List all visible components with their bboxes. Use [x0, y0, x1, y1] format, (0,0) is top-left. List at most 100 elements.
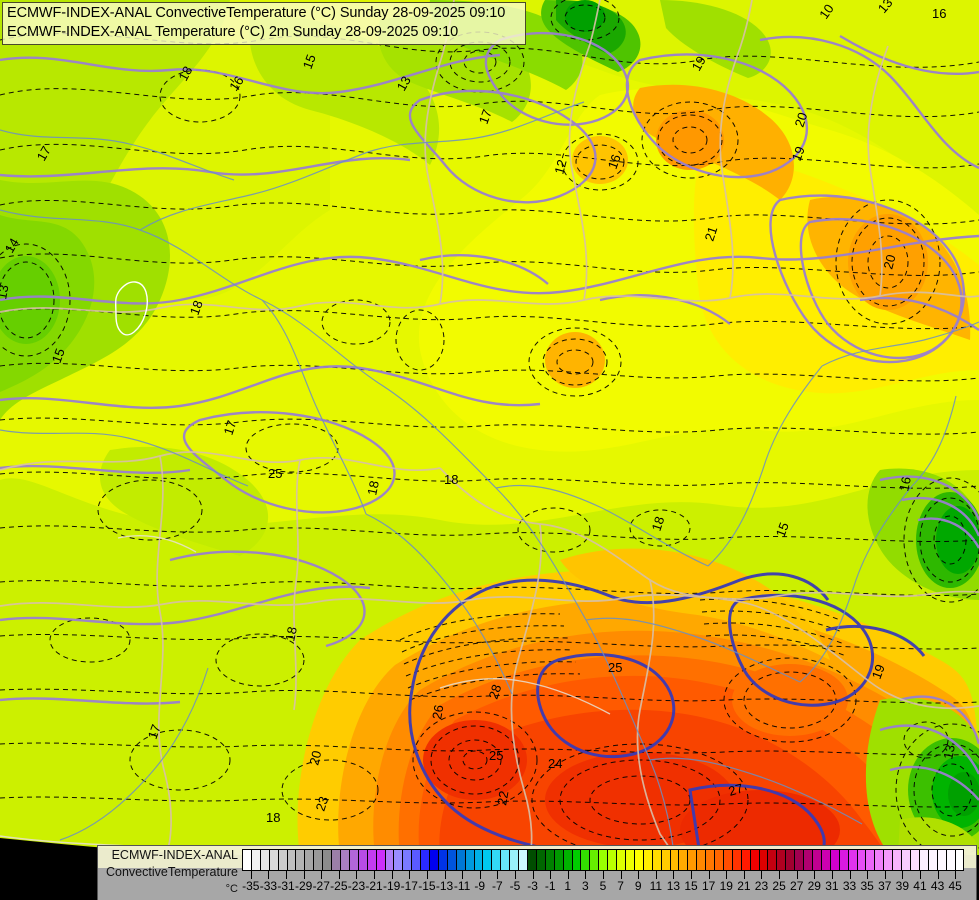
colorbar-tick [462, 871, 464, 879]
colorbar-cell [474, 850, 484, 870]
colorbar-cell [349, 850, 359, 870]
colorbar-cell [572, 850, 582, 870]
colorbar-tick [356, 871, 358, 879]
colorbar-tick-label: 29 [807, 879, 821, 893]
colorbar-tick [620, 871, 622, 879]
title-line-convective-temperature: ECMWF-INDEX-ANAL ConvectiveTemperature (… [7, 5, 506, 21]
svg-text:16: 16 [226, 73, 247, 93]
colorbar-cell [483, 850, 493, 870]
svg-text:13: 13 [394, 73, 414, 93]
colorbar-cell [412, 850, 422, 870]
colorbar-cell [608, 850, 618, 870]
colorbar-cell [385, 850, 395, 870]
svg-text:25: 25 [489, 748, 503, 763]
svg-text:15: 15 [300, 52, 319, 71]
colorbar[interactable] [242, 849, 964, 871]
colorbar-tick [902, 871, 904, 879]
colorbar-tick [603, 871, 604, 879]
colorbar-cell [804, 850, 813, 870]
svg-text:25: 25 [608, 660, 622, 675]
colorbar-tick [673, 871, 675, 879]
legend-units-label: °C [225, 883, 238, 895]
svg-text:18: 18 [649, 515, 668, 533]
svg-text:17: 17 [145, 722, 164, 741]
colorbar-cell [314, 850, 324, 870]
convective-temperature-contour-lines [0, 31, 979, 801]
colorbar-tick [708, 871, 710, 879]
svg-text:19: 19 [869, 662, 888, 681]
colorbar-tick [321, 871, 323, 879]
svg-text:13: 13 [940, 743, 958, 760]
colorbar-tick [444, 871, 446, 879]
colorbar-cell [332, 850, 341, 870]
colorbar-tick [779, 871, 781, 879]
colorbar-tick-label: 31 [825, 879, 839, 893]
colorbar-tick [831, 871, 833, 879]
colorbar-tick [743, 871, 745, 879]
colorbar-tick-labels: -35 -33 -31 -29 -27 -25 -23 -21 -19 -17 -15 -13 -11-… [242, 879, 964, 894]
colorbar-tick-label: -21 [365, 879, 383, 893]
svg-text:28: 28 [486, 683, 505, 701]
colorbar-tick-label: 25 [772, 879, 786, 893]
svg-text:26: 26 [429, 704, 446, 721]
colorbar-tick-label: 33 [842, 879, 857, 893]
colorbar-legend-panel: ECMWF-INDEX-ANAL ConvectiveTemperature °… [97, 845, 977, 900]
svg-text:21: 21 [702, 225, 721, 243]
svg-text:17: 17 [34, 143, 54, 163]
svg-text:14: 14 [2, 235, 22, 255]
colorbar-tick-label: 45 [948, 879, 962, 893]
colorbar-tick-label: -17 [400, 879, 418, 893]
colorbar-cell [430, 850, 439, 870]
colorbar-tick-label: 1 [564, 879, 572, 893]
colorbar-cell [590, 850, 600, 870]
colorbar-tick-label: -23 [347, 879, 366, 893]
svg-text:15: 15 [49, 346, 68, 365]
colorbar-tick-label: -33 [259, 879, 278, 893]
colorbar-tick-label: -11 [453, 879, 471, 893]
contour-label-group: 18 16 15 13 17 12 16 19 20 21 19 20 10 1… [0, 0, 958, 855]
svg-text:16: 16 [932, 6, 946, 21]
colorbar-tick-label: -1 [544, 879, 556, 893]
colorbar-tick-label: -19 [383, 879, 401, 893]
colorbar-cell [634, 850, 644, 870]
colorbar-cell [278, 850, 288, 870]
colorbar-cell [492, 850, 502, 870]
colorbar-cell [519, 850, 528, 870]
colorbar-tick-label: 9 [634, 879, 642, 893]
svg-text:18: 18 [282, 625, 300, 642]
colorbar-tick-label: 21 [737, 879, 751, 893]
colorbar-cell [857, 850, 867, 870]
colorbar-tick [391, 871, 393, 879]
colorbar-cell [732, 850, 742, 870]
colorbar-tick [585, 871, 587, 879]
colorbar-tick [814, 871, 816, 879]
svg-text:17: 17 [221, 419, 240, 437]
colorbar-tick-label: -29 [294, 879, 313, 893]
legend-label-block: ECMWF-INDEX-ANAL ConvectiveTemperature °… [102, 847, 238, 898]
colorbar-cell [545, 850, 555, 870]
colorbar-tick-label: 15 [684, 879, 698, 893]
colorbar-tick-label: 35 [860, 879, 874, 893]
colorbar-tick [726, 871, 728, 879]
colorbar-cell [456, 850, 466, 870]
colorbar-tick [761, 871, 763, 879]
colorbar-cell [688, 850, 698, 870]
colorbar-cell [617, 850, 626, 870]
colorbar-cell [501, 850, 511, 870]
colorbar-tick [338, 871, 340, 879]
colorbar-tick [796, 871, 798, 879]
svg-text:16: 16 [605, 152, 624, 171]
colorbar-cell [465, 850, 475, 870]
colorbar-cell [652, 850, 662, 870]
colorbar-cell [536, 850, 546, 870]
colorbar-tick [638, 871, 640, 879]
colorbar-cell [251, 850, 261, 870]
colorbar-tick-label: -31 [277, 879, 295, 893]
colorbar-cell [323, 850, 333, 870]
colorbar-cell [750, 850, 760, 870]
colorbar-cell [581, 850, 591, 870]
colorbar-tick [286, 871, 288, 879]
svg-text:23: 23 [313, 795, 332, 813]
